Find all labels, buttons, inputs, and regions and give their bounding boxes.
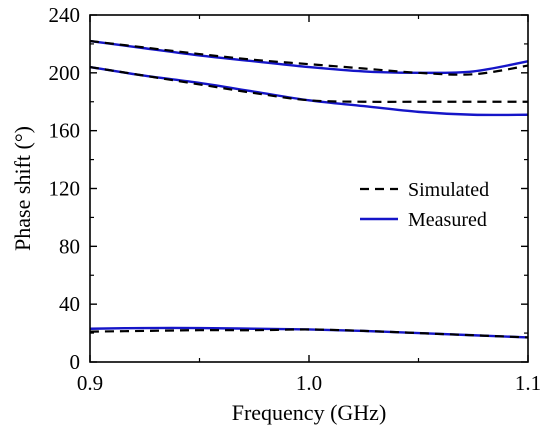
y-tick-label: 0 (70, 350, 81, 374)
measured-curve (89, 39, 529, 75)
legend-label-measured: Measured (408, 209, 487, 231)
simulated-curve (89, 328, 529, 339)
x-tick-label: 0.9 (77, 371, 103, 395)
legend: Simulated Measured (360, 179, 489, 231)
legend-label-simulated: Simulated (408, 179, 489, 201)
y-tick-label: 120 (49, 177, 81, 201)
y-tick-label: 40 (59, 292, 80, 316)
tick-labels: 0 40 80 120 160 200 240 0.9 1.0 1.1 (49, 3, 542, 395)
x-tick-label: 1.0 (296, 371, 322, 395)
x-axis-title: Frequency (GHz) (232, 400, 387, 425)
y-axis-title: Phase shift (°) (10, 126, 35, 251)
y-tick-label: 200 (49, 61, 81, 85)
y-tick-label: 160 (49, 119, 81, 143)
measured-curve (89, 65, 529, 117)
plot-frame (89, 14, 529, 363)
simulated-curve (89, 39, 529, 76)
y-tick-label: 80 (59, 234, 80, 258)
x-tick-label: 1.1 (515, 371, 541, 395)
y-tick-label: 240 (49, 3, 81, 27)
series-layer (89, 39, 529, 339)
